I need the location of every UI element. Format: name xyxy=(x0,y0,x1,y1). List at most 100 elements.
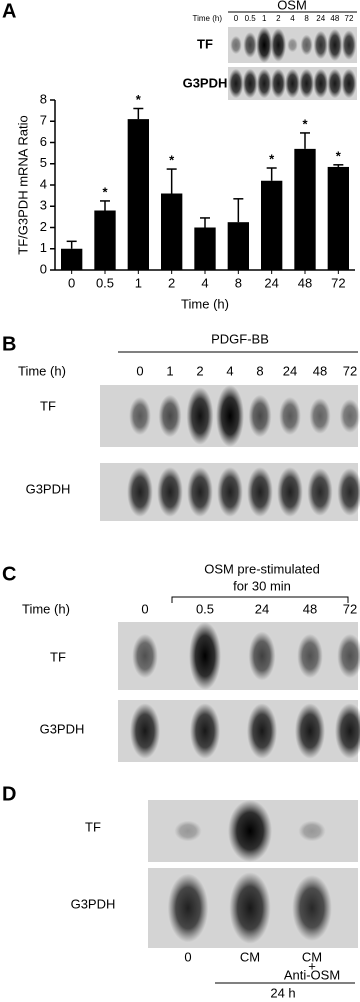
lane-label: 24 xyxy=(283,363,297,378)
band xyxy=(187,467,213,517)
band xyxy=(270,28,287,62)
y-tick-label: 3 xyxy=(40,198,47,213)
band xyxy=(248,631,276,681)
bar xyxy=(161,193,183,270)
y-tick-label: 2 xyxy=(40,219,47,234)
x-axis-title: Time (h) xyxy=(181,296,229,311)
band xyxy=(309,398,331,434)
x-tick-label: 4 xyxy=(201,275,208,290)
lane-label: 48 xyxy=(330,14,339,23)
band xyxy=(313,30,328,60)
significance-mark: * xyxy=(102,184,108,199)
lane-label: 0 xyxy=(184,949,191,964)
lane-label: 0.5 xyxy=(196,601,214,616)
treatment: OSM pre-stimulated xyxy=(204,561,320,576)
time-label: Time (h) xyxy=(18,363,66,378)
band xyxy=(287,37,298,53)
lane-label: 24 xyxy=(255,601,269,616)
band xyxy=(186,387,214,445)
lane-label: 72 xyxy=(345,14,354,23)
x-tick-label: 0.5 xyxy=(96,275,114,290)
bar xyxy=(94,210,116,270)
lane-label: CM xyxy=(240,949,260,964)
band xyxy=(256,68,272,99)
band xyxy=(337,633,360,679)
row-label: TF xyxy=(197,36,213,51)
band xyxy=(300,34,313,56)
lane-label: 0.5 xyxy=(245,14,257,23)
x-tick-label: 72 xyxy=(331,275,345,290)
y-tick-label: 6 xyxy=(40,134,47,149)
band xyxy=(247,467,273,517)
significance-mark: * xyxy=(136,92,142,107)
band xyxy=(174,820,202,842)
band xyxy=(132,633,158,679)
band xyxy=(242,68,258,99)
band xyxy=(270,68,286,99)
bar xyxy=(61,248,83,270)
x-tick-label: 48 xyxy=(298,275,312,290)
y-tick-label: 5 xyxy=(40,155,47,170)
treatment: for 30 min xyxy=(233,578,291,593)
band xyxy=(299,68,315,99)
band xyxy=(298,820,326,842)
band xyxy=(294,703,326,759)
lane-label: 0 xyxy=(234,14,239,23)
x-tick-label: 8 xyxy=(235,275,242,290)
band xyxy=(243,32,257,58)
lane-label: 48 xyxy=(303,601,317,616)
x-tick-label: 1 xyxy=(135,275,142,290)
lane-label: Anti-OSM xyxy=(284,967,340,982)
band xyxy=(256,27,273,63)
x-tick-label: 0 xyxy=(68,275,75,290)
bar xyxy=(294,148,316,270)
bar xyxy=(227,222,249,270)
band xyxy=(217,467,243,517)
significance-mark: * xyxy=(302,116,308,131)
lane-label: 72 xyxy=(343,601,357,616)
lane-label: 24 xyxy=(316,14,325,23)
band xyxy=(129,703,161,759)
significance-mark: * xyxy=(169,153,175,168)
row-label: TF xyxy=(40,398,56,413)
y-tick-label: 4 xyxy=(40,176,47,191)
band xyxy=(129,396,151,436)
bar xyxy=(127,119,149,270)
band xyxy=(127,467,153,517)
band xyxy=(292,875,332,941)
band xyxy=(297,633,323,679)
y-axis-title: TF/G3PDH mRNA Ratio xyxy=(15,115,30,254)
band xyxy=(339,399,360,433)
row-label: G3PDH xyxy=(26,481,71,496)
band xyxy=(341,68,357,99)
lane-label: 2 xyxy=(276,14,281,23)
band xyxy=(228,68,244,99)
band xyxy=(277,467,303,517)
row-label: G3PDH xyxy=(71,896,116,911)
band xyxy=(341,30,357,60)
lane-label: 4 xyxy=(226,363,233,378)
lane-label: 8 xyxy=(256,363,263,378)
band xyxy=(216,385,244,447)
lane-label: 4 xyxy=(290,14,295,23)
band xyxy=(189,622,221,690)
time-label: Time (h) xyxy=(22,601,70,616)
lane-label: 48 xyxy=(313,363,327,378)
x-tick-label: 24 xyxy=(264,275,278,290)
band xyxy=(334,703,360,759)
lane-label: 1 xyxy=(166,363,173,378)
band xyxy=(228,800,272,862)
bar xyxy=(194,227,216,270)
panel-label: A xyxy=(2,0,16,22)
band xyxy=(167,873,209,943)
lane-label: CM xyxy=(302,949,322,964)
row-label: G3PDH xyxy=(183,75,228,90)
band xyxy=(248,394,272,438)
band xyxy=(284,68,301,99)
panel-label: D xyxy=(2,783,16,805)
lane-label: 2 xyxy=(196,363,203,378)
y-tick-label: 8 xyxy=(40,91,47,106)
lane-label: 8 xyxy=(304,14,309,23)
lane-label: + xyxy=(308,958,316,973)
